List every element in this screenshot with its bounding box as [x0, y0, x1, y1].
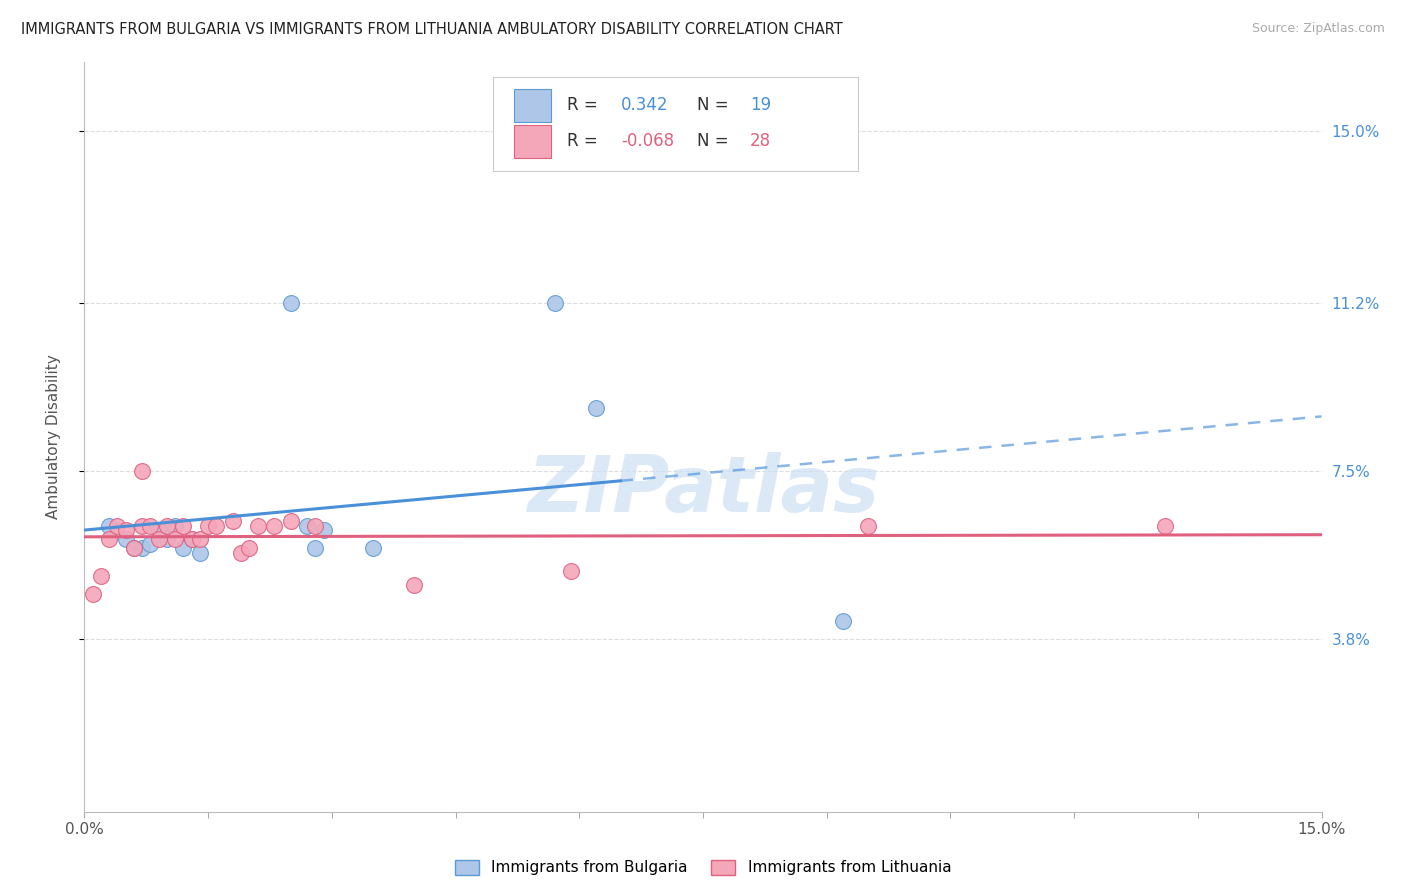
Text: 19: 19 [749, 96, 770, 114]
Point [238, 541, 260, 556]
Text: R =: R = [567, 132, 603, 150]
Text: R =: R = [567, 96, 603, 114]
Point [122, 541, 145, 556]
Point [156, 533, 179, 547]
Point [312, 523, 335, 537]
Point [148, 523, 170, 537]
Point [122, 541, 145, 556]
Point [131, 518, 153, 533]
Point [585, 401, 607, 415]
Point [131, 541, 153, 556]
Text: 28: 28 [749, 132, 770, 150]
Point [98, 518, 121, 533]
Point [165, 518, 187, 533]
Point [295, 518, 318, 533]
Point [82, 587, 104, 601]
FancyBboxPatch shape [513, 88, 551, 121]
Point [832, 614, 855, 628]
Point [304, 518, 326, 533]
Point [1154, 518, 1177, 533]
Point [304, 541, 326, 556]
Text: Source: ZipAtlas.com: Source: ZipAtlas.com [1251, 22, 1385, 36]
Point [229, 546, 252, 560]
Point [280, 296, 302, 310]
Point [131, 464, 153, 478]
Text: IMMIGRANTS FROM BULGARIA VS IMMIGRANTS FROM LITHUANIA AMBULATORY DISABILITY CORR: IMMIGRANTS FROM BULGARIA VS IMMIGRANTS F… [21, 22, 842, 37]
Point [222, 514, 245, 528]
Point [197, 518, 219, 533]
Point [172, 518, 194, 533]
Point [246, 518, 269, 533]
Text: 0.342: 0.342 [621, 96, 669, 114]
Text: N =: N = [697, 96, 734, 114]
Point [180, 533, 202, 547]
Point [263, 518, 285, 533]
Text: -0.068: -0.068 [621, 132, 675, 150]
Point [361, 541, 384, 556]
Point [114, 523, 136, 537]
Point [188, 546, 211, 560]
Point [188, 533, 211, 547]
Point [560, 564, 582, 578]
Point [98, 533, 121, 547]
Legend: Immigrants from Bulgaria, Immigrants from Lithuania: Immigrants from Bulgaria, Immigrants fro… [454, 860, 952, 875]
Point [165, 533, 187, 547]
Point [139, 518, 162, 533]
Point [404, 577, 426, 591]
Point [205, 518, 228, 533]
Point [543, 296, 565, 310]
FancyBboxPatch shape [513, 125, 551, 158]
FancyBboxPatch shape [492, 78, 858, 171]
Text: ZIPatlas: ZIPatlas [527, 451, 879, 527]
Point [90, 568, 112, 582]
Point [148, 533, 170, 547]
Point [139, 537, 162, 551]
Point [180, 533, 202, 547]
Point [114, 533, 136, 547]
Point [105, 518, 128, 533]
Point [856, 518, 879, 533]
Point [172, 541, 194, 556]
Point [156, 518, 179, 533]
Point [280, 514, 302, 528]
Y-axis label: Ambulatory Disability: Ambulatory Disability [46, 355, 60, 519]
Text: N =: N = [697, 132, 734, 150]
